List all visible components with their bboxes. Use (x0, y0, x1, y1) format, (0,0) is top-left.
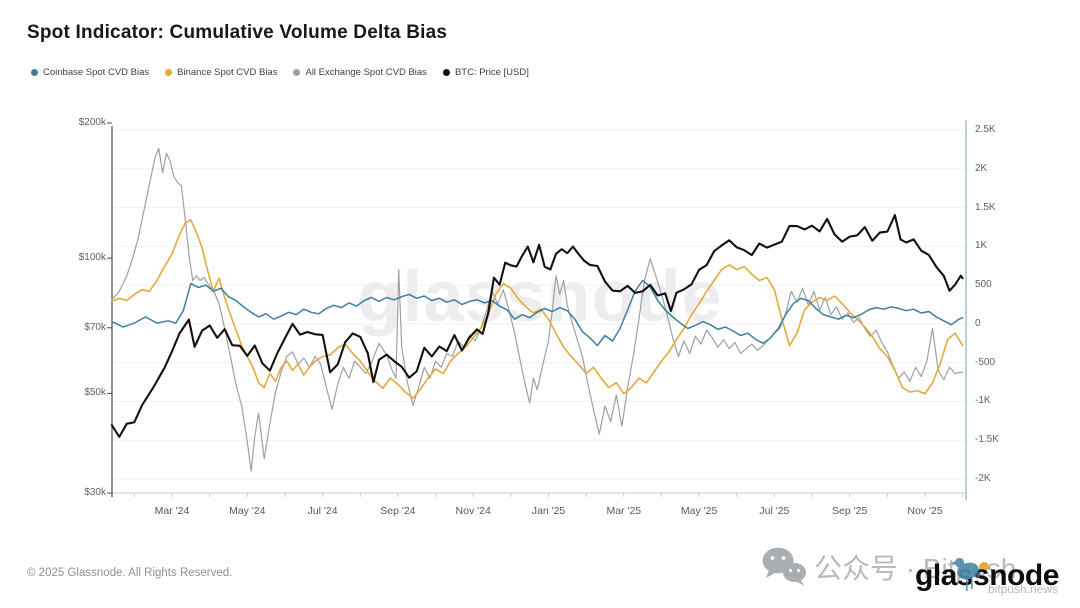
legend-item-binance-spot-cvd-bias[interactable]: Binance Spot CVD Bias (165, 67, 277, 78)
y-right-label--1.5K: -1.5K (975, 434, 999, 446)
y-right-label-2K: 2K (975, 162, 988, 174)
series-line-coinbase-spot-cvd-bias[interactable] (111, 279, 964, 347)
bitpush-site-watermark: bitpush.news (988, 582, 1059, 596)
legend-dot-all-exchange-spot-cvd-bias (293, 69, 301, 76)
y-left-label-50k: $50k (84, 387, 106, 399)
legend-label-binance-spot-cvd-bias: Binance Spot CVD Bias (177, 67, 278, 78)
y-right-label-1.5K: 1.5K (975, 201, 996, 213)
copyright-text: © 2025 Glassnode. All Rights Reserved. (27, 567, 233, 579)
series-line-binance-spot-cvd-bias[interactable] (111, 219, 964, 400)
series-line-btc-price-usd[interactable] (110, 214, 964, 438)
x-label-may-25: May '25 (680, 505, 718, 517)
legend-item-btc-price-usd[interactable]: BTC: Price [USD] (442, 67, 529, 78)
y-right-label-1K: 1K (975, 240, 988, 252)
wechat-icon (762, 547, 806, 586)
x-label-sep-24: Sep '24 (380, 505, 416, 517)
legend-dot-binance-spot-cvd-bias (165, 69, 173, 76)
x-label-may-24: May '24 (229, 505, 266, 517)
legend-item-all-exchange-spot-cvd-bias[interactable]: All Exchange Spot CVD Bias (293, 67, 427, 78)
y-left-label-100k: $100k (78, 252, 106, 264)
x-label-sep-25: Sep '25 (832, 505, 868, 517)
y-right-label--2K: -2K (975, 473, 991, 484)
chart-legend: Coinbase Spot CVD Bias Binance Spot CVD B… (31, 67, 529, 78)
x-label-jan-25: Jan '25 (531, 505, 566, 517)
series-line-all-exchange-spot-cvd-bias[interactable] (111, 148, 964, 472)
legend-item-coinbase-spot-cvd-bias[interactable]: Coinbase Spot CVD Bias (31, 67, 149, 78)
glassnode-bird-icon (950, 557, 982, 591)
y-right-label-500: 500 (975, 279, 992, 291)
x-label-mar-25: Mar '25 (606, 505, 642, 517)
legend-label-all-exchange-spot-cvd-bias: All Exchange Spot CVD Bias (305, 67, 427, 78)
y-left-label-70k: $70k (84, 321, 106, 333)
y-right-label-0: 0 (975, 317, 981, 329)
page-title: Spot Indicator: Cumulative Volume Delta … (27, 22, 448, 43)
y-right-label--1K: -1K (975, 395, 991, 407)
x-label-mar-24: Mar '24 (154, 505, 190, 517)
bitpush-logo-dot (979, 562, 989, 572)
x-label-jul-24: Jul '24 (307, 505, 338, 517)
y-right-label--500: -500 (975, 356, 996, 368)
legend-dot-coinbase-spot-cvd-bias (31, 69, 38, 76)
x-label-nov-25: Nov '25 (907, 505, 943, 517)
y-left-label-200k: $200k (78, 117, 106, 128)
legend-label-btc-price-usd: BTC: Price [USD] (454, 67, 529, 78)
legend-dot-btc-price-usd (442, 69, 450, 76)
y-left-label-30k: $30k (84, 487, 106, 499)
y-right-label-2.5K: 2.5K (975, 124, 996, 135)
x-label-jul-25: Jul '25 (759, 505, 790, 517)
x-label-nov-24: Nov '24 (455, 505, 491, 517)
legend-label-coinbase-spot-cvd-bias: Coinbase Spot CVD Bias (43, 67, 150, 78)
glassnode-logo-text: glassnode (915, 559, 1059, 592)
